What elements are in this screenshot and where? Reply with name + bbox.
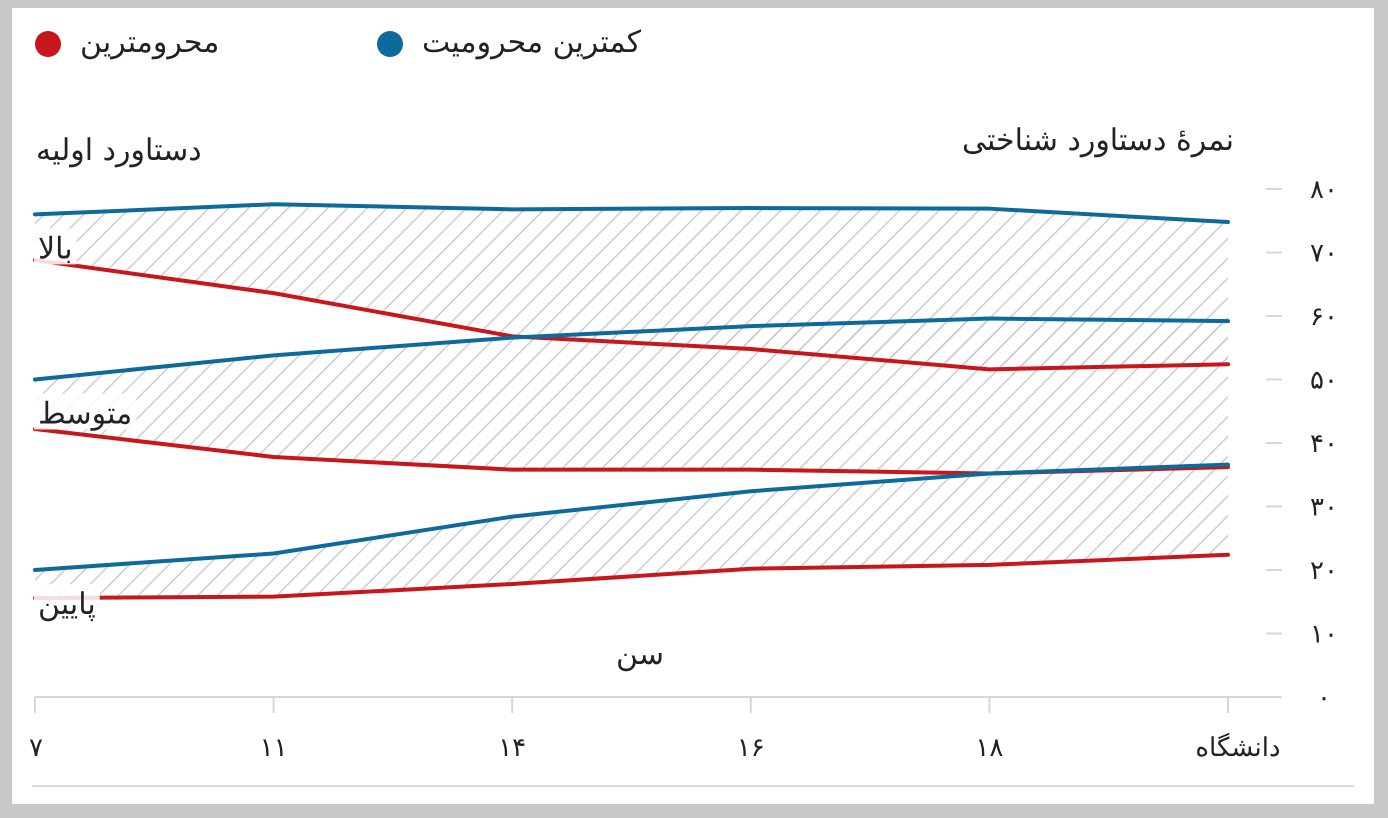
y-tick-label: ۳۰ (1310, 493, 1338, 523)
y-tick-label: ۷۰ (1310, 239, 1338, 269)
legend-least-deprived-label: کمترین محرومیت (422, 25, 642, 60)
legend-most-deprived-marker (35, 31, 61, 57)
group-label-low: پایین (38, 587, 96, 622)
group-label-bg (34, 584, 100, 620)
most-deprived-line-low (33, 552, 1230, 600)
y-tick-label: ۶۰ (1310, 302, 1338, 332)
y-tick-label: ۲۰ (1310, 556, 1338, 586)
y-tick-label: ۴۰ (1310, 429, 1338, 459)
group-label-medium: متوسط (38, 397, 132, 432)
most-deprived-line-high (33, 258, 1230, 372)
legend-least-deprived-marker (377, 31, 403, 57)
x-axis: ۷ ۱۱ ۱۴ ۱۶ ۱۸ دانشگاه (29, 696, 1282, 763)
group-label-bg (34, 228, 77, 265)
y-tick-label: ۸۰ (1310, 175, 1338, 205)
chart-frame: محرومترین کمترین محرومیت دستاورد اولیه ن… (12, 8, 1374, 804)
y-tick-label: ۱۰ (1310, 620, 1338, 650)
lines-layer (33, 202, 1230, 600)
x-tick-label: ۱۱ (260, 733, 288, 763)
legend: محرومترین کمترین محرومیت (35, 25, 642, 60)
legend-most-deprived-label: محرومترین (80, 25, 219, 60)
least-deprived-line-low (33, 462, 1230, 572)
gap-band-medium (35, 318, 1228, 474)
least-deprived-line-medium (33, 316, 1230, 382)
group-axis-title: دستاورد اولیه (36, 133, 202, 168)
group-label-high: بالا (38, 231, 73, 266)
least-deprived-line-high (33, 202, 1230, 225)
y-axis-title: نمرهٔ دستاورد شناختی (962, 123, 1234, 158)
x-tick-label: ۷ (29, 733, 43, 763)
x-tick-label: دانشگاه (1195, 732, 1280, 763)
x-tick-label: ۱۶ (737, 733, 765, 763)
group-label-bg (34, 393, 137, 430)
y-tick-label: ۰ (1317, 683, 1331, 713)
y-tick-label: ۵۰ (1310, 366, 1338, 396)
x-tick-label: ۱۸ (975, 733, 1003, 763)
x-axis-title: سن (616, 637, 664, 672)
x-tick-label: ۱۴ (498, 733, 526, 763)
group-labels: بالا متوسط پایین (34, 228, 137, 622)
bands-layer (35, 204, 1228, 598)
chart-svg: محرومترین کمترین محرومیت دستاورد اولیه ن… (29, 25, 1354, 787)
y-axis: ۰ ۱۰ ۲۰ ۳۰ ۴۰ ۵۰ ۶۰ ۷۰ ۸۰ (1266, 175, 1338, 713)
